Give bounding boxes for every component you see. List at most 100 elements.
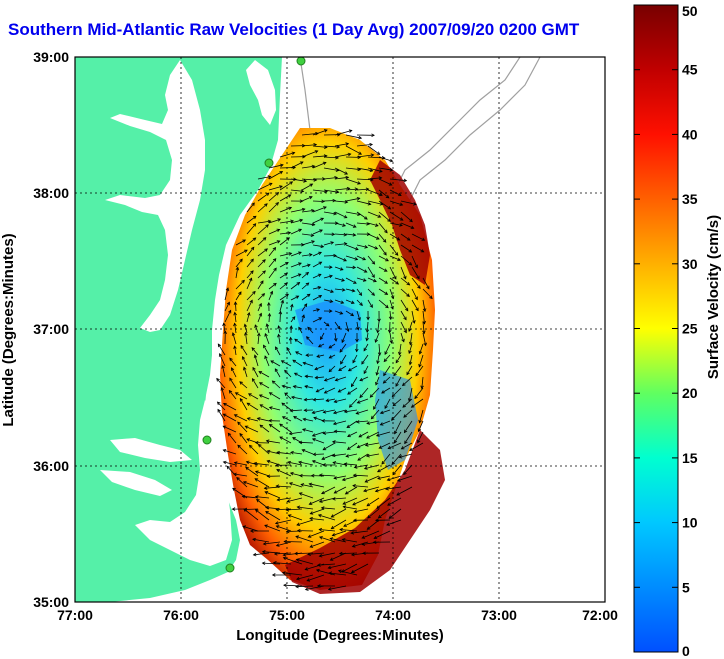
velocity-arrow-head: [217, 408, 221, 413]
velocity-arrow: [361, 530, 380, 539]
velocity-arrow-head: [271, 573, 276, 577]
velocity-arrow-head: [364, 216, 368, 220]
velocity-arrow: [294, 372, 303, 378]
velocity-arrow: [301, 314, 305, 323]
velocity-arrow: [222, 365, 226, 378]
velocity-arrow: [299, 492, 314, 499]
velocity-arrow: [378, 508, 391, 519]
velocity-arrow-head: [307, 326, 311, 331]
velocity-arrow-head: [374, 246, 379, 250]
velocity-arrow-head: [384, 291, 389, 295]
velocity-arrow-head: [369, 304, 373, 309]
velocity-arrow-head: [414, 296, 418, 301]
velocity-arrow: [334, 167, 348, 175]
velocity-arrow-head: [283, 539, 288, 544]
velocity-arrow-head: [293, 416, 297, 420]
velocity-arrow: [403, 464, 413, 475]
colorbar-gradient: [633, 4, 679, 653]
velocity-arrow: [312, 162, 327, 169]
velocity-arrow: [334, 222, 346, 227]
velocity-arrow-head: [314, 375, 319, 380]
plot-frame: [74, 56, 606, 603]
velocity-arrow-head: [384, 280, 388, 284]
radar-site: [296, 57, 306, 66]
velocity-arrow-head: [331, 232, 336, 237]
velocity-arrow-head: [257, 443, 262, 448]
velocity-arrow: [357, 398, 369, 404]
velocity-arrow: [403, 409, 413, 418]
velocity-arrow-head: [241, 279, 245, 284]
velocity-arrow: [253, 552, 270, 556]
velocity-arrow: [389, 211, 404, 221]
velocity-arrow: [323, 299, 333, 303]
velocity-arrow-head: [236, 477, 240, 481]
velocity-arrow-head: [299, 161, 304, 165]
velocity-arrow: [240, 345, 248, 356]
velocity-arrow-head: [251, 377, 256, 382]
velocity-arrow-head: [401, 382, 406, 387]
velocity-arrow: [246, 270, 254, 279]
velocity-arrow-head: [364, 443, 369, 447]
velocity-arrow-head: [376, 468, 381, 473]
velocity-arrow: [264, 333, 270, 345]
velocity-arrow: [347, 387, 358, 395]
velocity-arrow: [287, 461, 303, 466]
velocity-arrow: [227, 433, 237, 444]
velocity-arrow: [400, 321, 407, 333]
velocity-arrow-head: [339, 267, 344, 271]
velocity-arrow-head: [409, 218, 413, 223]
x-axis-label: Longitude (Degrees:Minutes): [236, 627, 444, 644]
velocity-arrow-head: [298, 492, 303, 496]
velocity-arrow: [229, 377, 237, 389]
velocity-arrow-head: [325, 322, 330, 327]
velocity-arrow-head: [357, 181, 362, 185]
velocity-arrow: [291, 396, 303, 400]
velocity-arrow-head: [339, 349, 343, 353]
velocity-arrow: [373, 398, 380, 410]
velocity-arrow: [400, 211, 413, 223]
velocity-arrow: [290, 273, 301, 279]
velocity-arrow-head: [307, 552, 311, 556]
velocity-arrow: [268, 164, 284, 169]
velocity-arrow-head: [343, 409, 348, 414]
velocity-arrow: [356, 288, 362, 296]
velocity-arrow: [356, 420, 369, 423]
velocity-arrow: [257, 192, 270, 202]
velocity-arrow: [380, 420, 391, 426]
velocity-arrow-head: [350, 569, 355, 573]
velocity-arrow: [366, 420, 380, 424]
velocity-arrow: [383, 354, 391, 362]
velocity-arrow-head: [233, 414, 238, 418]
velocity-arrow: [352, 541, 369, 547]
velocity-arrow: [259, 404, 270, 411]
velocity-arrow: [408, 343, 413, 354]
velocity-arrow: [279, 220, 294, 224]
velocity-arrow-head: [361, 360, 365, 365]
velocity-arrow-head: [387, 206, 392, 210]
velocity-arrow: [338, 365, 347, 371]
velocity-arrow: [305, 375, 314, 378]
velocity-arrow-head: [309, 511, 314, 515]
velocity-arrow-head: [358, 434, 363, 438]
velocity-arrow-head: [233, 322, 237, 327]
velocity-arrow: [257, 270, 266, 279]
velocity-arrow: [334, 266, 344, 271]
radar-site: [264, 158, 274, 168]
velocity-arrow: [418, 420, 424, 432]
velocity-arrow-head: [289, 181, 294, 185]
velocity-arrow: [366, 453, 380, 457]
velocity-arrow-head: [311, 209, 315, 213]
velocity-arrow-head: [237, 444, 241, 449]
velocity-arrow: [351, 563, 369, 573]
velocity-arrow: [340, 354, 347, 365]
velocity-arrow: [312, 460, 325, 466]
velocity-arrow: [367, 177, 382, 180]
velocity-arrow: [411, 288, 418, 300]
velocity-arrow: [307, 327, 314, 334]
velocity-arrow: [365, 442, 380, 446]
velocity-arrow: [301, 210, 315, 213]
velocity-arrow-head: [309, 183, 314, 187]
velocity-arrow: [323, 145, 340, 148]
velocity-arrow: [334, 277, 345, 281]
velocity-arrow-head: [247, 311, 251, 316]
